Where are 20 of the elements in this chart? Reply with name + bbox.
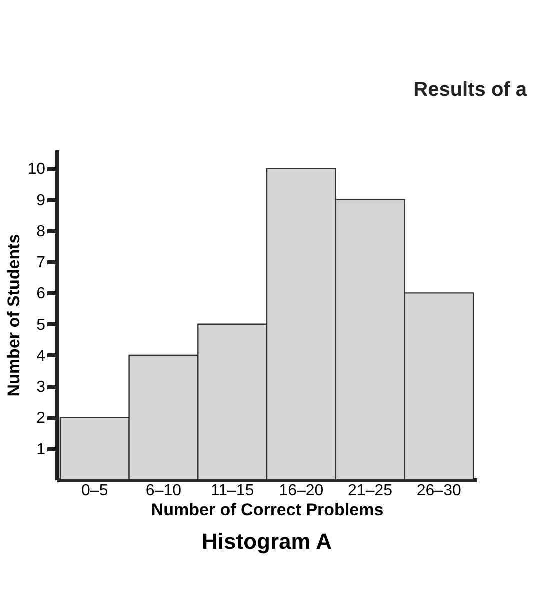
x-axis-title: Number of Correct Problems — [151, 500, 384, 520]
x-tick-label: 0–5 — [82, 482, 108, 500]
y-tick-label: 5 — [36, 316, 46, 334]
y-tick-label: 10 — [28, 161, 46, 178]
x-tick-label: 26–30 — [416, 482, 462, 500]
y-tick-label: 7 — [36, 254, 46, 272]
y-tick-label: 2 — [36, 410, 46, 428]
x-tick-label: 21–25 — [348, 482, 393, 500]
y-tick-label: 9 — [36, 192, 46, 210]
y-tick-label: 8 — [36, 223, 46, 240]
y-axis-title: Number of Students — [4, 234, 24, 397]
y-tick-label: 1 — [36, 441, 46, 458]
x-tick-label: 11–15 — [210, 482, 254, 500]
y-tick-label: 6 — [36, 286, 46, 303]
x-tick-label: 16–20 — [279, 482, 324, 500]
text: Results of a — [414, 79, 528, 101]
text: Histogram A — [202, 529, 332, 554]
y-tick-label: 3 — [36, 379, 46, 396]
y-tick-label: 4 — [36, 348, 46, 365]
x-tick-label: 6–10 — [146, 482, 182, 500]
